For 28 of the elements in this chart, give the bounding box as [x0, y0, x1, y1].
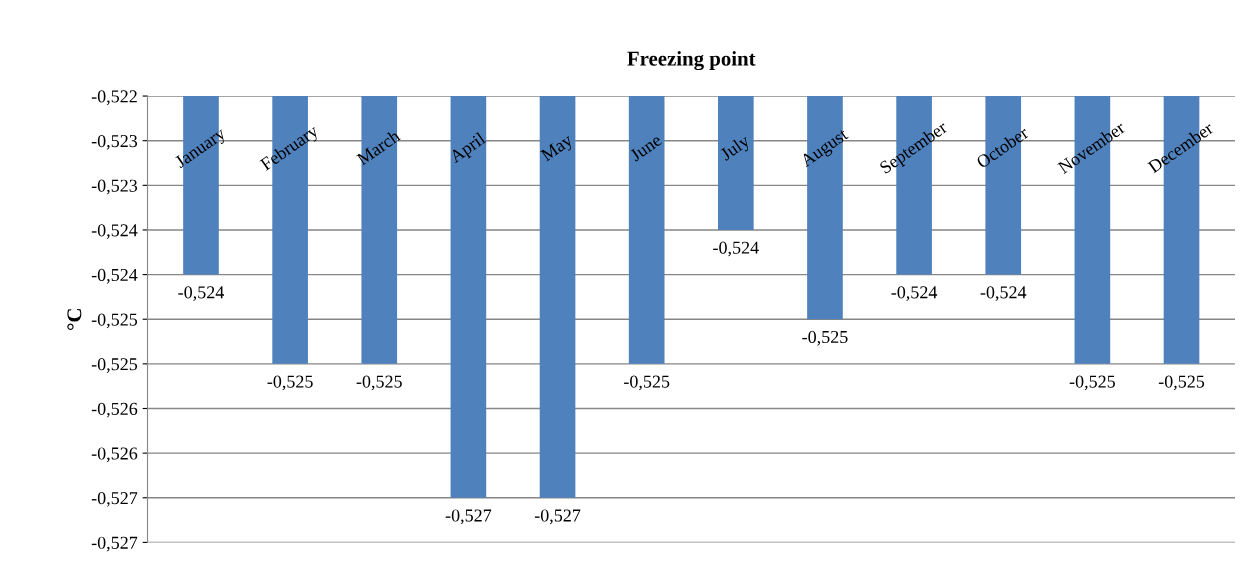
- y-tick-label: -0,524: [91, 224, 138, 239]
- data-label: -0,525: [1158, 375, 1205, 391]
- y-axis-title: °C: [67, 309, 82, 330]
- data-label: -0,524: [980, 286, 1027, 302]
- data-label: -0,524: [178, 286, 225, 302]
- x-tick-label: June: [629, 133, 663, 162]
- data-label: -0,525: [356, 375, 402, 391]
- y-tick-label: -0,526: [91, 447, 138, 463]
- data-label: -0,525: [802, 330, 848, 346]
- y-tick-label: -0,527: [91, 492, 138, 507]
- y-tick-label: -0,526: [91, 402, 138, 418]
- y-tick-label: -0,523: [91, 179, 138, 195]
- chart-title: Freezing point: [627, 51, 756, 71]
- y-tick-label: -0,527: [91, 536, 138, 552]
- y-tick-label: -0,525: [91, 358, 138, 373]
- y-tick-label: -0,525: [91, 313, 138, 329]
- x-tick-label: July: [719, 133, 753, 164]
- y-tick-label: -0,523: [91, 134, 138, 150]
- data-label: -0,524: [891, 286, 938, 302]
- y-tick-label: -0,524: [91, 268, 138, 284]
- y-tick-label: -0,522: [91, 90, 137, 106]
- data-label: -0,524: [713, 241, 759, 257]
- data-label: -0,527: [445, 509, 492, 525]
- data-label: -0,525: [624, 375, 670, 391]
- data-label: -0,527: [534, 509, 581, 525]
- x-tick-label: May: [540, 133, 576, 165]
- data-label: -0,525: [267, 375, 313, 391]
- data-label: -0,525: [1069, 375, 1115, 391]
